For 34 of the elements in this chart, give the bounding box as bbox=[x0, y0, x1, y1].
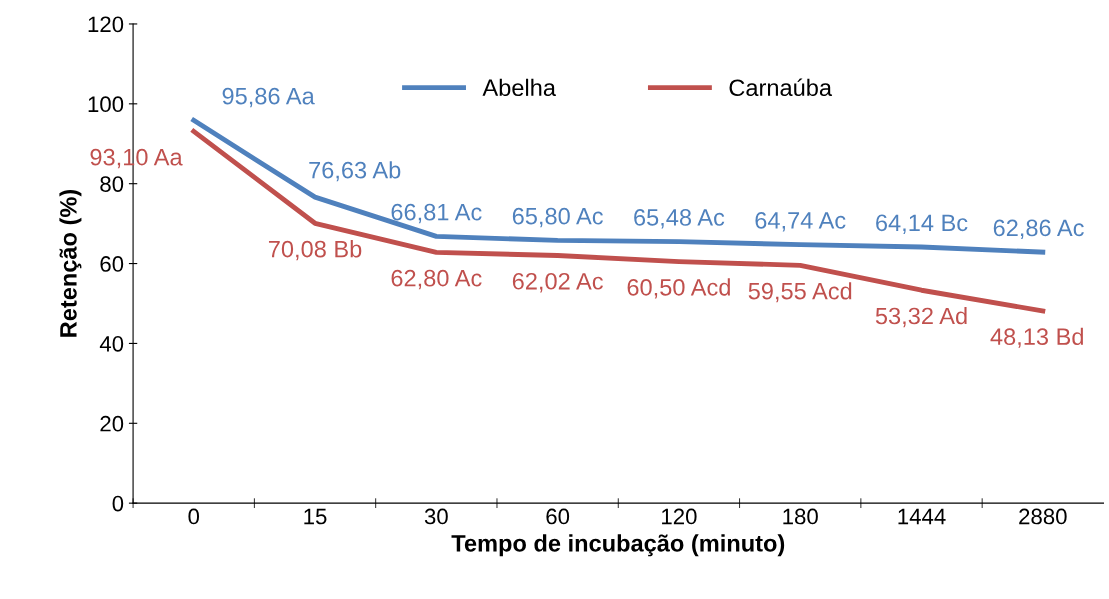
data-label: 48,13 Bd bbox=[990, 327, 1083, 348]
x-tick-label: 30 bbox=[424, 508, 448, 525]
y-tick-label: 0 bbox=[112, 495, 124, 512]
data-label: 62,80 Ac bbox=[391, 269, 482, 290]
data-label: 65,48 Ac bbox=[634, 209, 725, 229]
data-label: 70,08 Bb bbox=[268, 240, 362, 261]
y-axis-title: Retenção (%) bbox=[59, 189, 82, 337]
x-tick-label: 60 bbox=[546, 508, 570, 525]
x-axis-title: Tempo de incubação (minuto) bbox=[451, 534, 785, 557]
legend-label: Carnaúba bbox=[729, 78, 833, 97]
x-tick-label: 180 bbox=[783, 508, 818, 525]
x-tick-label: 1444 bbox=[898, 508, 946, 525]
data-label: 62,02 Ac bbox=[512, 272, 603, 293]
x-tick-label: 15 bbox=[304, 508, 327, 525]
data-label: 59,55 Acd bbox=[748, 282, 852, 303]
data-label: 53,32 Ad bbox=[875, 307, 967, 328]
y-tick-label: 40 bbox=[99, 335, 124, 352]
data-label: 64,14 Bc bbox=[876, 214, 968, 234]
y-tick-label: 20 bbox=[100, 415, 124, 432]
data-label: 65,80 Ac bbox=[512, 207, 603, 228]
y-tick-label: 80 bbox=[100, 176, 124, 192]
x-tick-label: 2880 bbox=[1019, 508, 1067, 525]
legend-label: Abelha bbox=[482, 78, 556, 97]
data-label: 64,74 Ac bbox=[755, 212, 846, 232]
y-tick-label: 60 bbox=[100, 256, 124, 272]
data-label: 60,50 Acd bbox=[627, 278, 730, 299]
data-label: 66,81 Ac bbox=[391, 203, 482, 224]
data-label: 62,86 Ac bbox=[993, 219, 1084, 240]
y-tick-label: 100 bbox=[88, 96, 124, 113]
y-tick-label: 120 bbox=[88, 16, 124, 33]
data-label: 95,86 Aa bbox=[222, 87, 315, 108]
x-tick-label: 0 bbox=[188, 508, 200, 525]
data-label: 76,63 Ab bbox=[309, 161, 401, 182]
x-tick-label: 120 bbox=[662, 508, 697, 525]
